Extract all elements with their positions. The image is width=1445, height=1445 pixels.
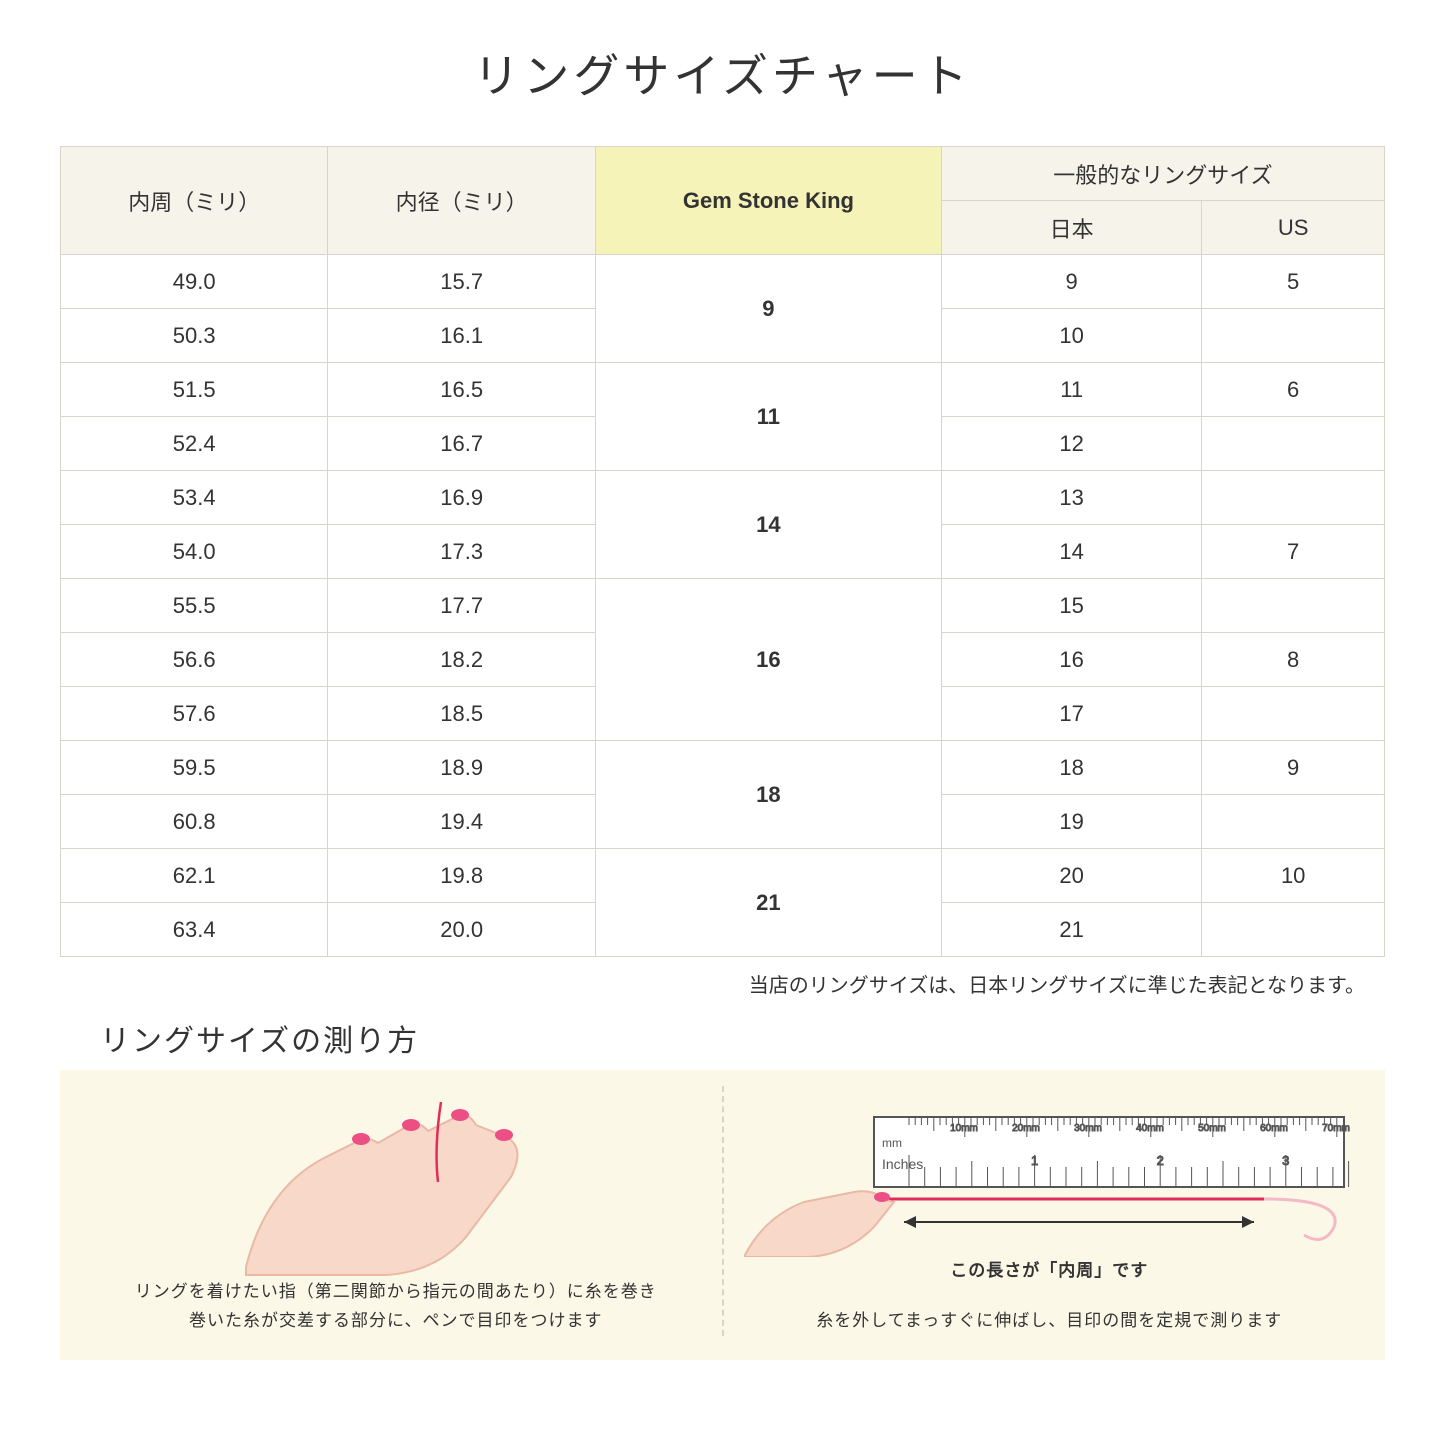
svg-text:50mm: 50mm	[1198, 1123, 1226, 1134]
right-text-line1: 糸を外してまっすぐに伸ばし、目印の間を定規で測ります	[734, 1307, 1366, 1336]
th-general: 一般的なリングサイズ	[941, 147, 1384, 201]
howto-panel-right: 10mm 20mm 30mm 40mm 50mm 60mm 70mm 1 2 3 mm Inche…	[734, 1086, 1366, 1336]
cell-diameter: 18.2	[328, 633, 595, 687]
cell-japan: 11	[941, 363, 1201, 417]
cell-japan: 12	[941, 417, 1201, 471]
svg-text:2: 2	[1157, 1153, 1164, 1168]
cell-us: 6	[1202, 363, 1385, 417]
left-text-line2: 巻いた糸が交差する部分に、ペンで目印をつけます	[80, 1307, 712, 1336]
svg-text:60mm: 60mm	[1260, 1123, 1288, 1134]
cell-us: 9	[1202, 741, 1385, 795]
cell-us	[1202, 795, 1385, 849]
cell-diameter: 16.1	[328, 309, 595, 363]
cell-japan: 15	[941, 579, 1201, 633]
cell-diameter: 19.4	[328, 795, 595, 849]
cell-circumference: 59.5	[61, 741, 328, 795]
howto-divider	[722, 1086, 724, 1336]
cell-diameter: 17.3	[328, 525, 595, 579]
cell-us	[1202, 579, 1385, 633]
cell-circumference: 63.4	[61, 903, 328, 957]
cell-circumference: 56.6	[61, 633, 328, 687]
cell-circumference: 52.4	[61, 417, 328, 471]
cell-circumference: 54.0	[61, 525, 328, 579]
svg-text:20mm: 20mm	[1012, 1123, 1040, 1134]
cell-japan: 13	[941, 471, 1201, 525]
cell-diameter: 15.7	[328, 255, 595, 309]
table-row: 51.516.511116	[61, 363, 1385, 417]
svg-text:30mm: 30mm	[1074, 1123, 1102, 1134]
cell-gsk: 16	[595, 579, 941, 741]
cell-japan: 17	[941, 687, 1201, 741]
cell-diameter: 19.8	[328, 849, 595, 903]
arrow-label: この長さが「内周」です	[950, 1257, 1148, 1286]
cell-circumference: 50.3	[61, 309, 328, 363]
howto-panel-left: リングを着けたい指（第二関節から指元の間あたり）に糸を巻き 巻いた糸が交差する部…	[80, 1086, 712, 1336]
table-row: 59.518.918189	[61, 741, 1385, 795]
size-note: 当店のリングサイズは、日本リングサイズに準じた表記となります。	[60, 969, 1365, 998]
ring-size-table: 内周（ミリ） 内径（ミリ） Gem Stone King 一般的なリングサイズ …	[60, 146, 1385, 957]
cell-circumference: 62.1	[61, 849, 328, 903]
howto-container: リングを着けたい指（第二関節から指元の間あたり）に糸を巻き 巻いた糸が交差する部…	[60, 1070, 1385, 1360]
cell-us	[1202, 309, 1385, 363]
cell-gsk: 14	[595, 471, 941, 579]
cell-us: 7	[1202, 525, 1385, 579]
hand-wrap-icon	[206, 1087, 586, 1277]
cell-circumference: 53.4	[61, 471, 328, 525]
cell-diameter: 20.0	[328, 903, 595, 957]
cell-japan: 14	[941, 525, 1201, 579]
table-row: 53.416.91413	[61, 471, 1385, 525]
cell-us: 10	[1202, 849, 1385, 903]
cell-circumference: 49.0	[61, 255, 328, 309]
table-row: 62.119.8212010	[61, 849, 1385, 903]
cell-us	[1202, 471, 1385, 525]
svg-text:3: 3	[1282, 1153, 1289, 1168]
cell-gsk: 9	[595, 255, 941, 363]
cell-diameter: 17.7	[328, 579, 595, 633]
th-japan: 日本	[941, 201, 1201, 255]
cell-japan: 19	[941, 795, 1201, 849]
cell-us	[1202, 903, 1385, 957]
cell-diameter: 16.9	[328, 471, 595, 525]
cell-diameter: 18.5	[328, 687, 595, 741]
cell-circumference: 55.5	[61, 579, 328, 633]
cell-diameter: 18.9	[328, 741, 595, 795]
ruler-inches-label: Inches	[882, 1156, 923, 1172]
cell-japan: 20	[941, 849, 1201, 903]
cell-circumference: 57.6	[61, 687, 328, 741]
cell-japan: 18	[941, 741, 1201, 795]
cell-japan: 21	[941, 903, 1201, 957]
cell-circumference: 60.8	[61, 795, 328, 849]
th-circumference: 内周（ミリ）	[61, 147, 328, 255]
cell-diameter: 16.5	[328, 363, 595, 417]
th-us: US	[1202, 201, 1385, 255]
table-row: 49.015.7995	[61, 255, 1385, 309]
table-row: 55.517.71615	[61, 579, 1385, 633]
left-text-line1: リングを着けたい指（第二関節から指元の間あたり）に糸を巻き	[80, 1278, 712, 1307]
cell-japan: 10	[941, 309, 1201, 363]
cell-gsk: 21	[595, 849, 941, 957]
cell-japan: 9	[941, 255, 1201, 309]
svg-text:40mm: 40mm	[1136, 1123, 1164, 1134]
cell-diameter: 16.7	[328, 417, 595, 471]
cell-us: 8	[1202, 633, 1385, 687]
cell-circumference: 51.5	[61, 363, 328, 417]
ruler-mm-label: mm	[882, 1136, 902, 1150]
cell-gsk: 18	[595, 741, 941, 849]
th-gsk: Gem Stone King	[595, 147, 941, 255]
cell-us	[1202, 687, 1385, 741]
cell-japan: 16	[941, 633, 1201, 687]
howto-title: リングサイズの測り方	[100, 1016, 1385, 1060]
cell-us: 5	[1202, 255, 1385, 309]
cell-us	[1202, 417, 1385, 471]
page-title: リングサイズチャート	[60, 40, 1385, 106]
ruler-measure-icon: 10mm 20mm 30mm 40mm 50mm 60mm 70mm 1 2 3 mm Inche…	[744, 1107, 1354, 1257]
svg-text:1: 1	[1031, 1153, 1038, 1168]
svg-text:70mm: 70mm	[1322, 1123, 1350, 1134]
th-diameter: 内径（ミリ）	[328, 147, 595, 255]
cell-gsk: 11	[595, 363, 941, 471]
svg-text:10mm: 10mm	[950, 1123, 978, 1134]
